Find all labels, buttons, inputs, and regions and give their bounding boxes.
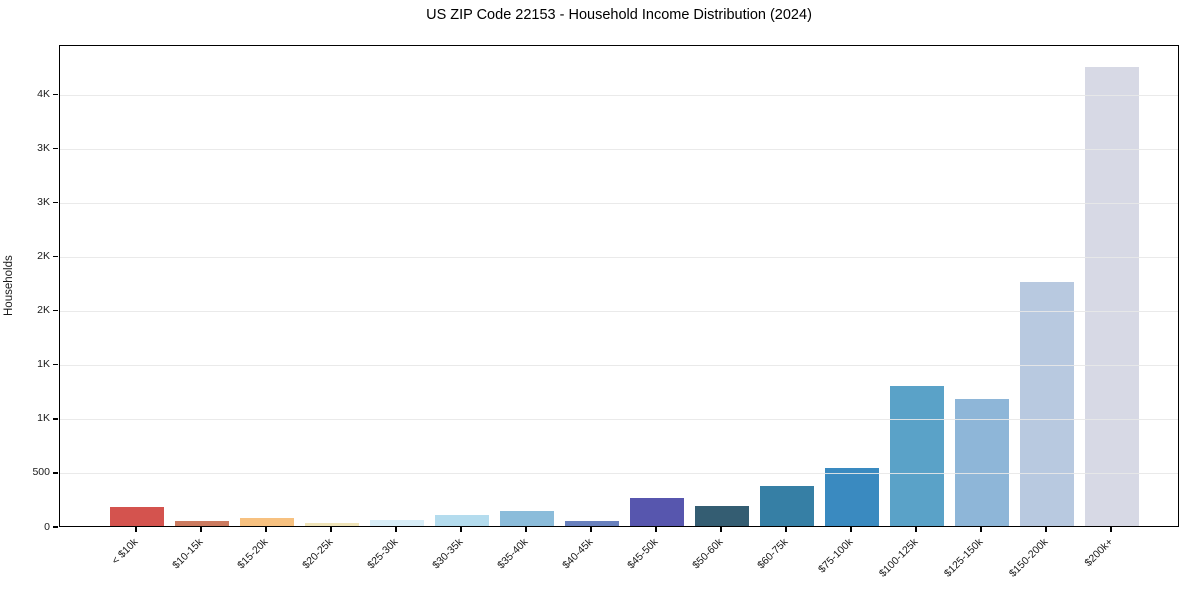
x-tick (525, 527, 527, 532)
bar (1085, 66, 1139, 526)
x-tick (850, 527, 852, 532)
y-axis-label: Households (3, 255, 15, 317)
x-tick (135, 527, 137, 532)
gridline (60, 203, 1178, 205)
x-tick (1110, 527, 1112, 532)
bar (435, 515, 489, 526)
x-tick (720, 527, 722, 532)
bar (695, 506, 749, 526)
bar (890, 385, 944, 526)
bar (1020, 281, 1074, 526)
y-tick (53, 94, 58, 96)
x-tick (330, 527, 332, 532)
y-tick-label: 500 (32, 466, 50, 479)
x-tick (915, 527, 917, 532)
y-tick (53, 472, 58, 474)
y-tick-label: 1K (37, 412, 50, 425)
y-tick-label: 3K (37, 196, 50, 209)
y-tick-label: 2K (37, 304, 50, 317)
bar (630, 498, 684, 526)
bar (240, 517, 294, 526)
bar (370, 520, 424, 526)
bar (305, 522, 359, 526)
y-tick (53, 526, 58, 528)
bar (110, 507, 164, 526)
y-tick (53, 364, 58, 366)
y-tick (53, 202, 58, 204)
x-tick (980, 527, 982, 532)
y-tick (53, 148, 58, 150)
gridline (60, 311, 1178, 313)
y-tick (53, 256, 58, 258)
bar (175, 520, 229, 526)
x-tick (785, 527, 787, 532)
bar (500, 510, 554, 526)
x-tick (395, 527, 397, 532)
bar (955, 399, 1009, 526)
plot-area (59, 45, 1179, 527)
x-tick (590, 527, 592, 532)
bar (565, 521, 619, 526)
x-tick (200, 527, 202, 532)
gridline (60, 95, 1178, 97)
gridline (60, 365, 1178, 367)
gridline (60, 473, 1178, 475)
y-tick-label: 4K (37, 88, 50, 101)
gridline (60, 257, 1178, 259)
bar (825, 467, 879, 526)
x-tick (655, 527, 657, 532)
x-tick (1045, 527, 1047, 532)
x-tick (460, 527, 462, 532)
chart-title: US ZIP Code 22153 - Household Income Dis… (426, 7, 812, 23)
gridline (60, 149, 1178, 151)
y-tick-label: 0 (44, 520, 50, 533)
y-tick-label: 2K (37, 250, 50, 263)
x-tick (265, 527, 267, 532)
y-tick-label: 3K (37, 142, 50, 155)
y-tick (53, 310, 58, 312)
bar (760, 486, 814, 526)
x-tick-label: < $10k (109, 536, 141, 567)
y-tick (53, 418, 58, 420)
gridline (60, 419, 1178, 421)
y-tick-label: 1K (37, 358, 50, 371)
